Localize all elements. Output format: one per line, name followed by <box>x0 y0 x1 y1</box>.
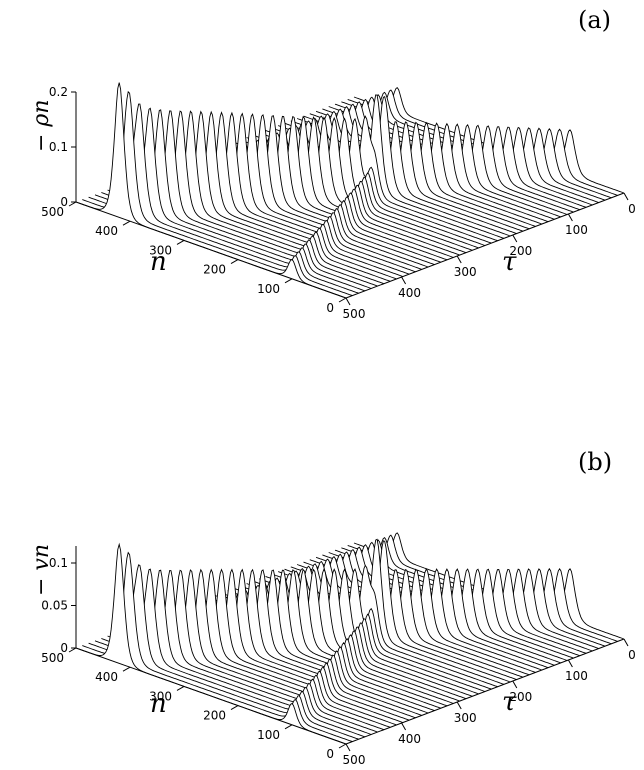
tau-axis-line <box>345 192 625 299</box>
trace-line <box>202 568 473 697</box>
tau-tick <box>456 255 462 264</box>
n-tick <box>176 239 185 245</box>
trace-fill <box>107 570 378 733</box>
tau-tick-label: 0 <box>628 202 636 216</box>
z-tick-label: 0.2 <box>49 85 68 99</box>
n-tick-label: 300 <box>149 243 172 257</box>
trace-fill <box>120 111 391 282</box>
tau-tick-label: 500 <box>343 753 366 767</box>
n-tick <box>68 647 77 653</box>
trace-fill <box>322 99 593 205</box>
n-tick <box>122 220 131 226</box>
n-tick-label: 200 <box>203 263 226 277</box>
n-tick-label: 400 <box>95 224 118 238</box>
tau-tick-label: 300 <box>454 711 477 725</box>
n-tick-label: 0 <box>326 747 334 761</box>
trace-fill <box>82 91 353 296</box>
trace-line <box>82 551 353 743</box>
trace-fill <box>120 570 391 728</box>
panel-a-label: (a) <box>578 6 611 34</box>
n-tick <box>230 705 239 711</box>
trace-fill <box>88 564 359 740</box>
n-tick-label: 200 <box>203 709 226 723</box>
panel-a-ylabel: τ <box>502 247 517 277</box>
n-tick-label: 100 <box>257 728 280 742</box>
n-tick-label: 300 <box>149 689 172 703</box>
n-tick <box>230 259 239 265</box>
trace-fill <box>316 547 587 654</box>
panel-b-xlabel: n <box>150 689 167 719</box>
tau-tick-label: 200 <box>509 244 532 258</box>
panel-b-traces <box>75 532 625 745</box>
tau-tick <box>456 701 462 710</box>
panel-a-zlabel: − ρn <box>29 99 54 152</box>
trace-line <box>82 90 353 297</box>
n-tick-label: 500 <box>41 651 64 665</box>
n-tick <box>284 724 293 730</box>
trace-fill <box>322 544 593 651</box>
n-tick-label: 0 <box>326 301 334 315</box>
tau-tick <box>567 659 573 668</box>
tau-tick-label: 300 <box>454 265 477 279</box>
n-tick <box>338 743 347 749</box>
tau-axis-line <box>345 638 625 745</box>
tau-tick <box>401 276 407 285</box>
panel-b-ylabel: τ <box>502 687 517 717</box>
n-tick <box>284 278 293 284</box>
z-tick-label: 0.05 <box>41 599 68 613</box>
n-tick-label: 400 <box>95 670 118 684</box>
trace-fill <box>328 97 599 203</box>
trace-fill <box>88 104 359 294</box>
tau-tick-label: 500 <box>343 307 366 321</box>
trace-fill <box>82 552 353 742</box>
tau-tick-label: 400 <box>398 286 421 300</box>
n-axis-line <box>75 201 347 299</box>
tau-tick-label: 100 <box>565 669 588 683</box>
z-tick-label: 0 <box>60 195 68 209</box>
panel-b-zlabel: − vn <box>29 544 54 596</box>
n-tick-label: 100 <box>257 282 280 296</box>
n-tick <box>68 201 77 207</box>
n-tick <box>338 297 347 303</box>
tau-tick <box>512 234 518 243</box>
z-tick-label: 0 <box>60 641 68 655</box>
trace-fill <box>215 569 485 692</box>
tau-tick-label: 100 <box>565 223 588 237</box>
tau-tick-label: 400 <box>398 732 421 746</box>
n-tick <box>122 666 131 672</box>
panel-a-traces <box>75 82 625 299</box>
tau-tick <box>623 638 629 647</box>
trace-line <box>221 568 492 690</box>
tau-tick <box>401 722 407 731</box>
trace-fill <box>215 118 485 246</box>
panel-b: (b) − vn n τ 500 400 300 200 100 0 0 100 200 300 4… <box>29 448 636 767</box>
trace-fill <box>316 101 587 208</box>
tau-tick <box>567 213 573 222</box>
panel-b-label: (b) <box>578 448 612 476</box>
n-axis-line <box>75 647 347 745</box>
tau-tick-label: 0 <box>628 648 636 662</box>
tau-tick <box>345 743 351 752</box>
tau-tick <box>512 680 518 689</box>
trace-fill <box>328 542 599 649</box>
tau-tick <box>345 297 351 306</box>
panel-a-xlabel: n <box>150 247 167 277</box>
panel-a: (a) − ρn n τ 500 400 300 200 100 0 0 100 200 300 4… <box>29 6 636 321</box>
z-tick-label: 0.1 <box>49 140 68 154</box>
trace-fill <box>221 118 492 244</box>
tau-tick <box>623 192 629 201</box>
z-tick-label: 0.1 <box>49 556 68 570</box>
n-tick <box>176 685 185 691</box>
n-tick-label: 500 <box>41 205 64 219</box>
tau-tick-label: 200 <box>509 690 532 704</box>
trace-fill <box>113 111 384 284</box>
